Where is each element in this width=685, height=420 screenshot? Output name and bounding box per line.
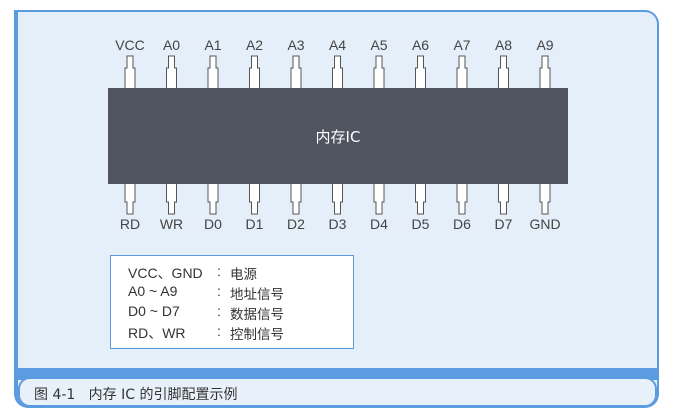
bottom-pin	[124, 184, 136, 215]
bottom-pin	[456, 184, 468, 215]
top-pin	[124, 55, 136, 88]
bottom-pin	[249, 184, 260, 215]
legend-key: D0 ~ D7	[128, 303, 180, 319]
top-pin-label: A2	[246, 37, 263, 53]
legend-box: VCC、GND: 电源 A0 ~ A9: 地址信号 D0 ~ D7: 数据信号 RD、WR:…	[110, 255, 354, 349]
top-pin-label: A7	[453, 37, 470, 53]
memory-ic-chip	[108, 88, 568, 184]
top-pin-label: A1	[204, 37, 221, 53]
bottom-pin	[539, 184, 551, 215]
top-pin-label: A9	[536, 37, 553, 53]
bottom-pin-label: D5	[412, 216, 430, 232]
top-pin	[332, 55, 343, 88]
bottom-pin-label: D1	[246, 216, 264, 232]
bottom-pin	[207, 184, 219, 215]
caption-bar: 图 4-1 内存 IC 的引脚配置示例	[18, 377, 657, 407]
top-pin	[456, 55, 468, 88]
bottom-pin	[498, 184, 509, 215]
bottom-pin-label: D4	[370, 216, 388, 232]
top-pin-label: A8	[495, 37, 512, 53]
legend-colon: :	[217, 263, 221, 279]
legend-value: 数据信号	[230, 307, 284, 323]
legend-colon: :	[217, 323, 221, 339]
top-pin	[249, 55, 260, 88]
legend-value: 地址信号	[230, 287, 284, 303]
top-pin-label: A4	[329, 37, 346, 53]
bottom-pin	[290, 184, 302, 215]
legend-value: 控制信号	[230, 327, 284, 343]
legend-value: 电源	[230, 267, 257, 283]
legend-key: A0 ~ A9	[128, 283, 178, 299]
figure-caption: 图 4-1 内存 IC 的引脚配置示例	[34, 387, 238, 403]
bottom-pin	[415, 184, 426, 215]
top-pin	[539, 55, 551, 88]
bottom-pin	[332, 184, 343, 215]
bottom-pin-label: D2	[287, 216, 305, 232]
top-pin	[373, 55, 385, 88]
bottom-pin	[166, 184, 177, 215]
top-pin	[415, 55, 426, 88]
top-pin-label: A5	[370, 37, 387, 53]
top-pin-label: A3	[287, 37, 304, 53]
top-pin	[166, 55, 177, 88]
legend-key: RD、WR	[128, 325, 186, 341]
bottom-pin-label: D3	[329, 216, 347, 232]
bottom-pin-label: GND	[529, 216, 560, 232]
legend-colon: :	[217, 303, 221, 319]
legend-key: VCC、GND	[128, 265, 203, 281]
top-pin-label: VCC	[115, 37, 145, 53]
bottom-pin-label: D6	[453, 216, 471, 232]
bottom-pin-label: WR	[160, 216, 183, 232]
chip-label: 内存IC	[316, 128, 361, 146]
top-pin	[207, 55, 219, 88]
top-pin-label: A6	[412, 37, 429, 53]
bottom-pin-label: RD	[120, 216, 140, 232]
bottom-pin-label: D7	[495, 216, 513, 232]
top-pin-label: A0	[163, 37, 180, 53]
top-pin	[290, 55, 302, 88]
legend-colon: :	[217, 283, 221, 299]
top-pin	[498, 55, 509, 88]
bottom-pin-label: D0	[204, 216, 222, 232]
bottom-pin	[373, 184, 385, 215]
